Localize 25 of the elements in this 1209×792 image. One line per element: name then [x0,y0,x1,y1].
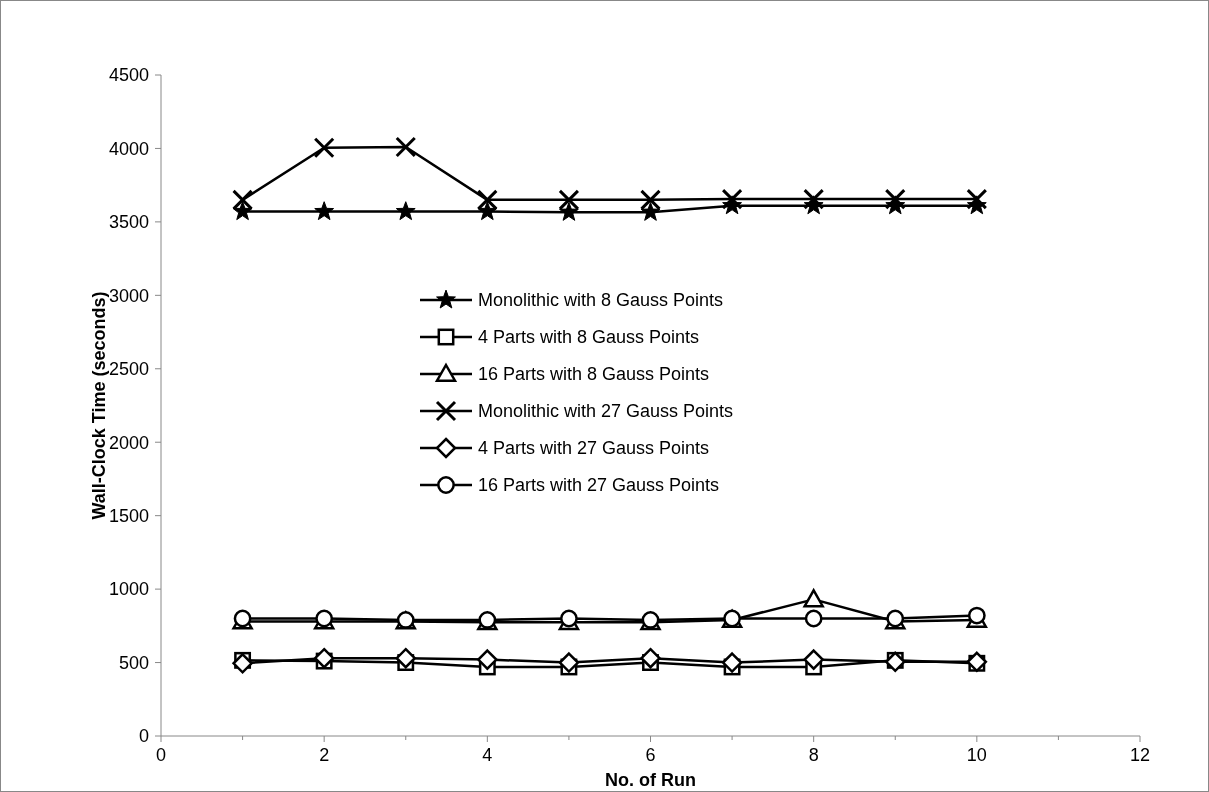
legend-label: 4 Parts with 8 Gauss Points [478,327,700,348]
y-axis-title: Wall-Clock Time (seconds) [89,291,109,520]
y-tick-label: 4000 [108,138,149,159]
legend-label: Monolithic with 27 Gauss Points [478,401,734,422]
y-tick-label: 2000 [108,432,149,453]
x-axis-title: No. of Run [605,770,696,790]
legend-label: 16 Parts with 8 Gauss Points [478,364,710,385]
legend-label: Monolithic with 8 Gauss Points [478,290,724,311]
y-tick-label: 500 [118,652,149,673]
x-tick-label: 2 [319,745,330,765]
x-tick-label: 6 [645,745,656,765]
x-tick-label: 10 [966,745,987,765]
y-tick-label: 1500 [108,505,149,526]
y-tick-label: 3000 [108,285,149,306]
y-tick-label: 4500 [108,65,149,86]
x-tick-label: 8 [808,745,819,765]
legend-label: 4 Parts with 27 Gauss Points [478,438,710,459]
x-tick-label: 0 [155,745,167,765]
y-tick-label: 0 [138,726,149,747]
legend-label: 16 Parts with 27 Gauss Points [478,475,720,496]
y-tick-label: 3500 [108,212,149,233]
x-tick-label: 12 [1129,745,1151,765]
y-tick-label: 2500 [108,359,149,380]
x-tick-label: 4 [482,745,493,765]
y-tick-label: 1000 [108,579,149,600]
